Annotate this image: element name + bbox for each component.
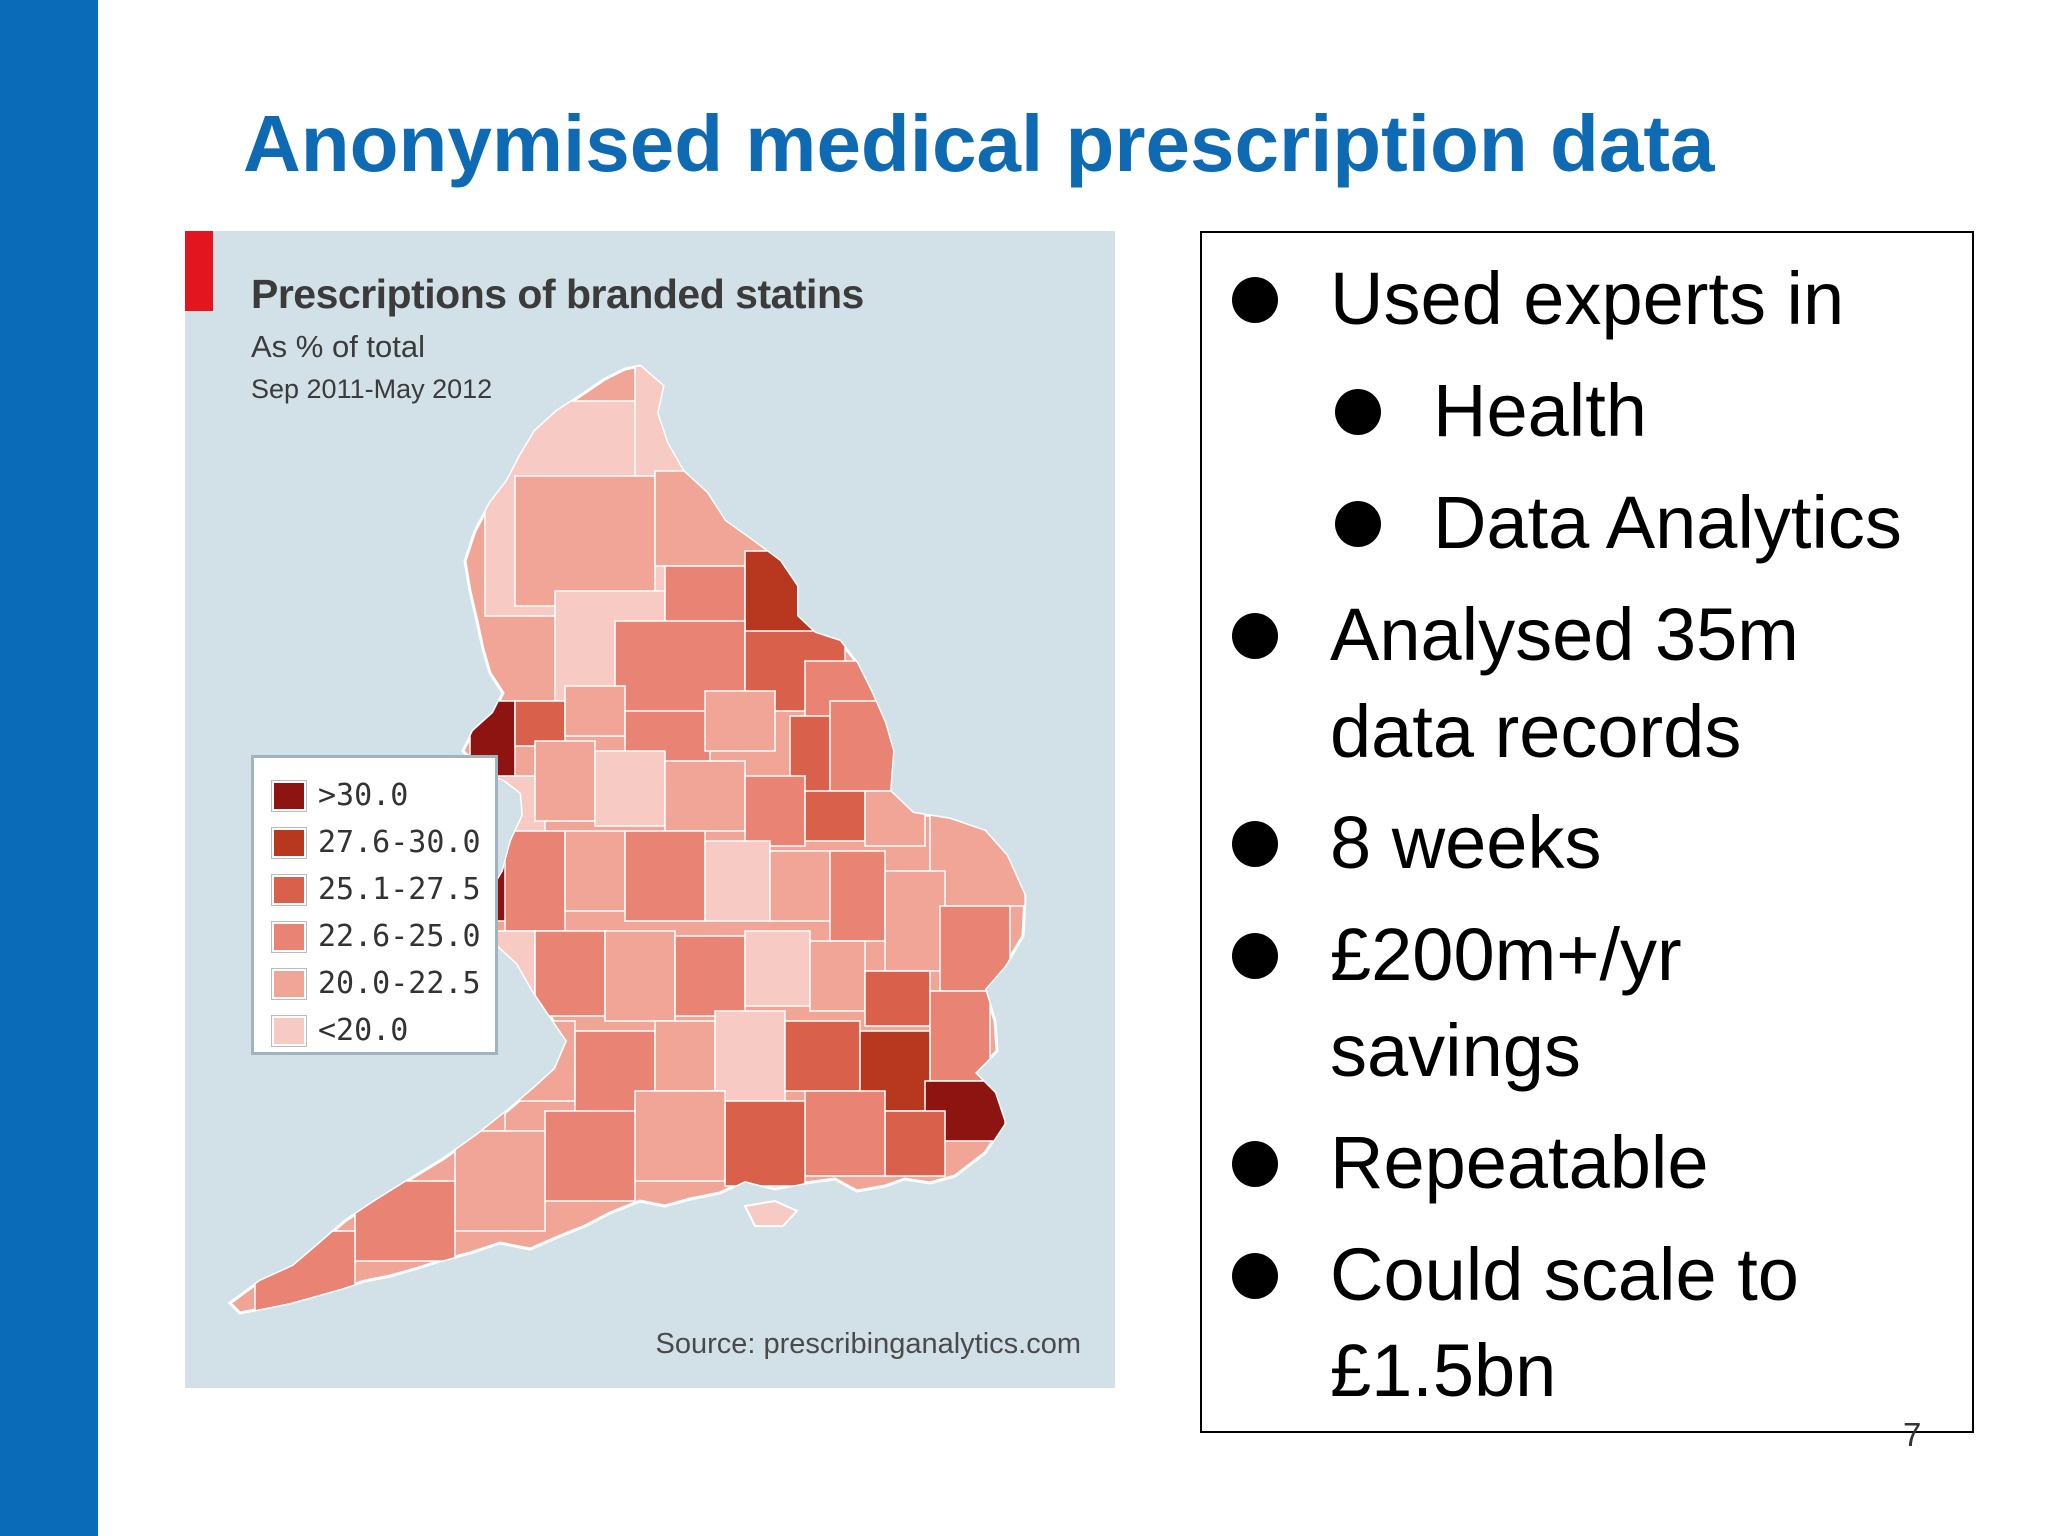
map-region — [809, 940, 866, 1012]
bullet-text: 8 weeks — [1330, 801, 1602, 884]
bullet-text: Analysed 35m — [1330, 593, 1799, 676]
legend-item: >30.0 — [271, 772, 495, 819]
map-panel: Prescriptions of branded statins As % of… — [185, 231, 1115, 1388]
legend-swatch — [271, 779, 307, 812]
map-red-tag — [185, 231, 213, 311]
map-region — [864, 970, 931, 1027]
bullet-text: £1.5bn — [1330, 1329, 1557, 1412]
bullet-dot — [1232, 277, 1278, 323]
bullet-text: Could scale to — [1330, 1233, 1799, 1316]
map-region — [804, 790, 866, 842]
bullet-item: Repeatable — [1232, 1114, 1709, 1212]
bullet-item: £200m+/yr — [1232, 906, 1682, 1004]
bullet-dot — [1232, 821, 1278, 867]
legend-swatch — [271, 967, 307, 1000]
map-region — [604, 930, 676, 1022]
bullet-dot — [1232, 1141, 1278, 1187]
legend-swatch — [271, 873, 307, 906]
bullet-continuation: savings — [1330, 1002, 1581, 1100]
bullet-item: Analysed 35m — [1232, 586, 1799, 684]
legend-label: 22.6-25.0 — [318, 919, 481, 954]
legend-label: 20.0-22.5 — [318, 966, 481, 1001]
bullet-text: data records — [1330, 690, 1742, 773]
map-region — [504, 1020, 576, 1102]
bullet-dot — [1232, 933, 1278, 979]
map-region — [544, 1110, 636, 1202]
bullet-continuation: data records — [1330, 683, 1741, 781]
bullet-dot — [1335, 501, 1381, 547]
map-period: Sep 2011-May 2012 — [251, 374, 493, 404]
bullet-box: Used experts in Health Data Analytics An… — [1200, 231, 1974, 1433]
map-region — [884, 870, 946, 972]
map-region — [354, 1180, 456, 1262]
bullet-continuation: £1.5bn — [1330, 1322, 1556, 1420]
map-region — [664, 760, 746, 832]
bullet-text: Repeatable — [1330, 1121, 1709, 1204]
map-title: Prescriptions of branded statins — [251, 271, 864, 317]
map-region — [804, 1090, 886, 1177]
map-region — [594, 750, 666, 827]
map-subtitle: As % of total — [251, 329, 426, 364]
map-region — [504, 830, 566, 932]
legend-item: 20.0-22.5 — [271, 960, 495, 1007]
legend-item: 27.6-30.0 — [271, 819, 495, 866]
map-legend: >30.0 27.6-30.0 25.1-27.5 22.6-25.0 20.0… — [251, 755, 498, 1055]
bullet-text: savings — [1330, 1009, 1581, 1092]
bullet-dot — [1335, 389, 1381, 435]
map-region — [784, 1020, 861, 1092]
legend-swatch — [271, 826, 307, 859]
map-regions — [254, 366, 1025, 1312]
legend-label: 25.1-27.5 — [318, 872, 481, 907]
map-region — [724, 1100, 806, 1187]
map-region — [534, 740, 596, 822]
bullet-text: Health — [1433, 369, 1647, 452]
bullet-text: Used experts in — [1330, 257, 1845, 340]
map-region — [514, 700, 566, 747]
map-region — [884, 1110, 946, 1177]
legend-item: 22.6-25.0 — [271, 913, 495, 960]
map-source: Source: prescribinganalytics.com — [655, 1328, 1081, 1360]
map-region — [829, 850, 886, 942]
map-region — [939, 905, 1011, 992]
map-region — [534, 930, 606, 1017]
map-region — [654, 1020, 716, 1092]
map-region — [864, 790, 926, 847]
england-map — [227, 364, 1027, 1315]
map-region — [704, 840, 771, 922]
legend-label: <20.0 — [318, 1013, 409, 1048]
map-region — [744, 775, 806, 847]
isle-of-wight — [743, 1199, 799, 1227]
legend-swatch — [271, 920, 307, 953]
bullet-item: Health — [1335, 362, 1647, 460]
bullet-item: Data Analytics — [1335, 474, 1902, 572]
bullet-item: Could scale to — [1232, 1226, 1799, 1324]
legend-item: 25.1-27.5 — [271, 866, 495, 913]
bullet-text: Data Analytics — [1433, 481, 1902, 564]
slide-side-bar — [0, 0, 98, 1536]
map-region — [564, 685, 626, 737]
map-region — [454, 1130, 546, 1232]
bullet-dot — [1232, 613, 1278, 659]
legend-swatch — [271, 1014, 307, 1047]
bullet-item: 8 weeks — [1232, 794, 1601, 892]
map-region — [624, 830, 706, 922]
map-region — [634, 366, 736, 477]
map-region — [564, 830, 626, 912]
map-region — [514, 475, 656, 607]
map-region — [674, 935, 746, 1017]
map-region — [634, 1090, 726, 1182]
map-region — [744, 930, 811, 1007]
map-region — [704, 690, 776, 752]
bullet-text: £200m+/yr — [1330, 913, 1682, 996]
legend-label: 27.6-30.0 — [318, 825, 481, 860]
map-region — [769, 850, 831, 922]
slide-title: Anonymised medical prescription data — [243, 99, 1715, 188]
page-number: 7 — [1903, 1416, 1922, 1453]
legend-label: >30.0 — [318, 778, 409, 813]
map-region — [829, 700, 896, 792]
map-region — [714, 1010, 786, 1107]
bullet-dot — [1232, 1253, 1278, 1299]
legend-item: <20.0 — [271, 1007, 495, 1054]
bullet-item: Used experts in — [1232, 250, 1844, 348]
